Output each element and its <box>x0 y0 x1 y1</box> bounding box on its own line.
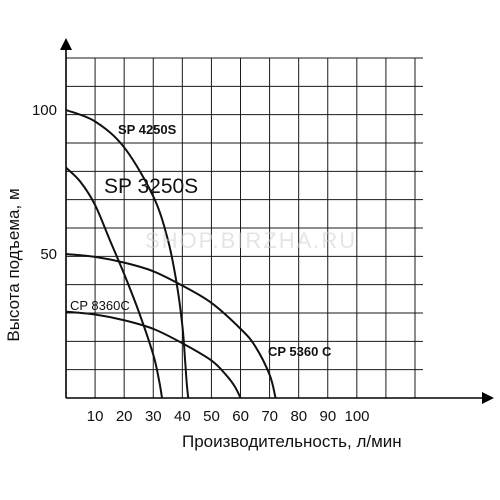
x-tick-label: 80 <box>290 408 307 425</box>
x-tick-label: 30 <box>145 408 162 425</box>
watermark: SHOP.BIRZHA.RU <box>145 228 357 253</box>
series-label-cp-5360-c: CP 5360 C <box>268 344 332 359</box>
series-line-cp-8360c <box>65 310 242 399</box>
series-line-sp-4250s <box>65 109 190 399</box>
x-tick-label: 50 <box>203 408 220 425</box>
tick-labels: 10 20 30 40 50 60 70 80 90 100 50 100 <box>32 102 370 425</box>
x-tick-label: 10 <box>87 408 104 425</box>
series-label-sp-4250s: SP 4250S <box>118 122 177 137</box>
x-tick-label: 40 <box>174 408 191 425</box>
x-tick-label: 100 <box>344 408 369 425</box>
x-axis-arrow <box>482 392 494 404</box>
x-tick-label: 70 <box>261 408 278 425</box>
x-tick-label: 20 <box>116 408 133 425</box>
y-tick-label: 50 <box>40 246 57 263</box>
series-group <box>65 109 277 399</box>
series-line-sp-3250s <box>65 166 164 399</box>
y-axis-label: Высота подъема, м <box>4 188 23 341</box>
axes <box>60 38 494 404</box>
series-line-cp-5360-c <box>65 253 277 399</box>
y-axis-arrow <box>60 38 72 50</box>
x-axis-label: Производительность, л/мин <box>182 432 402 451</box>
y-tick-label: 100 <box>32 102 57 119</box>
series-labels: SP 4250S SP 3250S CP 5360 C CP 8360C <box>70 122 332 359</box>
x-tick-label: 60 <box>232 408 249 425</box>
grid <box>66 57 423 398</box>
series-label-cp-8360c: CP 8360C <box>70 298 130 313</box>
x-tick-label: 90 <box>320 408 337 425</box>
series-label-sp-3250s: SP 3250S <box>104 175 198 198</box>
